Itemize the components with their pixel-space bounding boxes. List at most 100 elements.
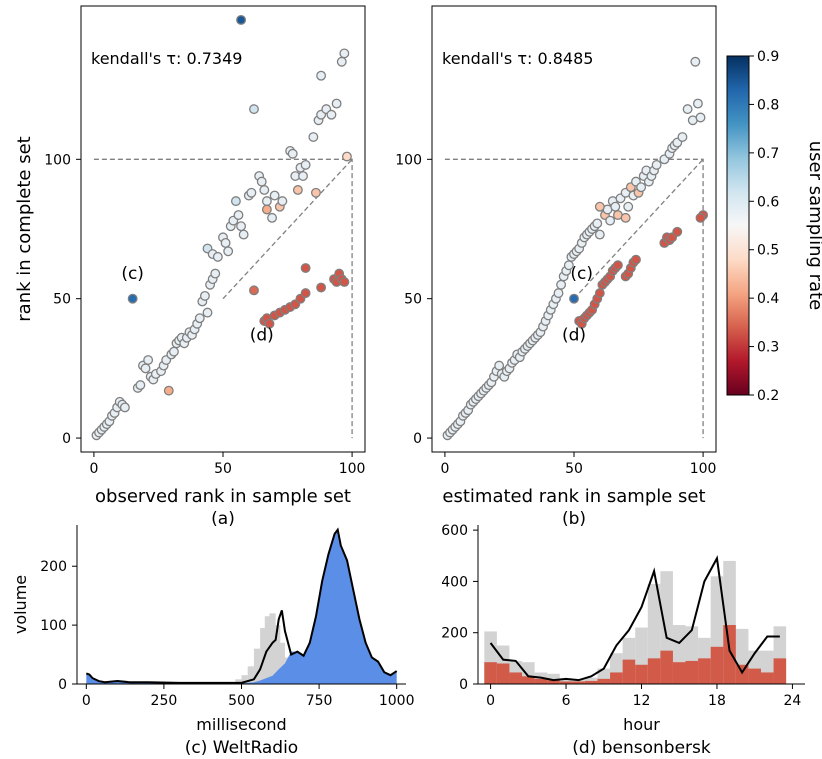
guide-box	[444, 158, 704, 439]
scatter-point	[249, 104, 259, 115]
scatter-point	[605, 215, 616, 226]
y-axis-label: rank in complete set	[14, 136, 35, 321]
red-bar	[635, 664, 648, 684]
scatter-point	[310, 187, 321, 198]
scatter-point	[594, 201, 605, 212]
red-bar	[584, 680, 598, 684]
red-bar	[622, 659, 636, 684]
scatter-point	[246, 187, 257, 198]
panel-caption: (a)	[211, 509, 235, 529]
scatter-point	[612, 260, 623, 271]
scatter-point	[202, 307, 213, 318]
x-axis-label: estimated rank in sample set	[442, 486, 705, 507]
scatter-point	[277, 196, 288, 207]
red-bar	[672, 662, 686, 684]
red-bar	[534, 678, 548, 684]
scatter-point	[249, 285, 259, 296]
scatter-point	[300, 159, 311, 170]
scatter-point	[236, 14, 247, 25]
scatter-point	[594, 229, 605, 240]
scatter-point	[236, 221, 247, 232]
red-bar	[610, 672, 623, 684]
x-tick-label: 0	[82, 693, 91, 709]
x-tick-label: 24	[784, 693, 802, 709]
panel-b: 0 50 100 0 50 100 kendall's τ: 0.8485 (c) (d) est…	[395, 5, 717, 529]
scatter-point	[695, 212, 706, 223]
colorbar-tick-label: 0.8	[757, 97, 779, 113]
colorbar-label: user sampling rate	[805, 141, 822, 310]
scatter-point	[287, 148, 298, 159]
scatter-point	[553, 288, 564, 299]
scatter-point	[631, 254, 641, 265]
y-tick-label: 50	[404, 292, 422, 308]
scatter-point	[163, 385, 174, 396]
y-tick-label: 100	[40, 618, 67, 634]
scatter-point	[636, 182, 647, 193]
colorbar-tick-label: 0.6	[757, 194, 779, 210]
scatter-point	[212, 251, 223, 262]
y-axis-label: volume	[11, 575, 30, 634]
scatter-point	[261, 204, 272, 215]
scatter-point	[300, 263, 311, 273]
x-tick-label: 0	[440, 461, 449, 477]
scatter-point	[690, 56, 701, 67]
colorbar-bar	[726, 55, 750, 396]
red-bar	[647, 658, 661, 684]
y-tick-label: 200	[40, 559, 67, 575]
scatter-point	[298, 171, 308, 181]
y-tick-label: 400	[441, 574, 468, 590]
y-tick-label: 0	[62, 431, 71, 447]
panel-d: 0 6 12 18 24 0 200 400 600 hour (d) bensonbersk	[441, 523, 805, 758]
red-bar	[710, 646, 724, 684]
scatter-point	[692, 98, 703, 109]
y-tick-label: 200	[441, 626, 468, 642]
scatter-point	[339, 48, 350, 59]
x-tick-label: 100	[339, 461, 366, 477]
colorbar-tick-label: 0.7	[757, 146, 779, 162]
scatter-point	[300, 288, 311, 299]
x-tick-label: 0	[486, 693, 495, 709]
gray-bar	[241, 675, 248, 684]
red-bar	[496, 663, 510, 684]
x-tick-label: 50	[214, 461, 232, 477]
y-tick-label: 600	[441, 523, 468, 539]
panel-c: 0 250 500 750 1000 0 100 200 millisecond (c) Welt…	[11, 525, 415, 758]
y-tick-label: 0	[459, 677, 468, 693]
x-tick-label: 18	[708, 693, 726, 709]
x-tick-label: 0	[89, 461, 98, 477]
scatter-point	[168, 346, 179, 357]
scatter-point	[494, 360, 505, 371]
scatter-point	[230, 196, 241, 207]
scatter-point	[556, 279, 567, 290]
red-bar	[484, 662, 497, 684]
x-tick-label: 50	[565, 461, 583, 477]
scatter-point	[569, 293, 579, 304]
colorbar-tick-label: 0.3	[757, 340, 779, 356]
x-tick-label: 100	[690, 461, 717, 477]
guide-box	[93, 158, 353, 439]
scatter-point	[341, 151, 352, 162]
y-tick-label: 0	[413, 431, 422, 447]
red-bar	[735, 664, 749, 684]
scatter-point	[620, 212, 631, 223]
x-tick-label: 12	[633, 693, 651, 709]
scatter-point	[695, 112, 706, 123]
red-bar	[773, 658, 787, 684]
colorbar-tick-label: 0.9	[757, 49, 779, 65]
red-bar	[572, 681, 585, 684]
scatter-point	[127, 293, 138, 304]
y-tick-label: 100	[44, 152, 71, 168]
scatter-point	[336, 56, 347, 67]
kendall-tau-annotation: kendall's τ: 0.8485	[442, 49, 593, 68]
gray-bar	[247, 666, 254, 684]
red-bar	[698, 658, 711, 684]
red-bar	[509, 672, 523, 684]
gray-bar	[253, 648, 261, 684]
gray-bar	[235, 679, 242, 684]
gray-bar	[269, 613, 276, 684]
red-bar	[559, 681, 573, 684]
panel-caption: (d) bensonbersk	[572, 738, 711, 758]
scatter-point	[210, 268, 221, 279]
scatter-point	[264, 318, 275, 329]
